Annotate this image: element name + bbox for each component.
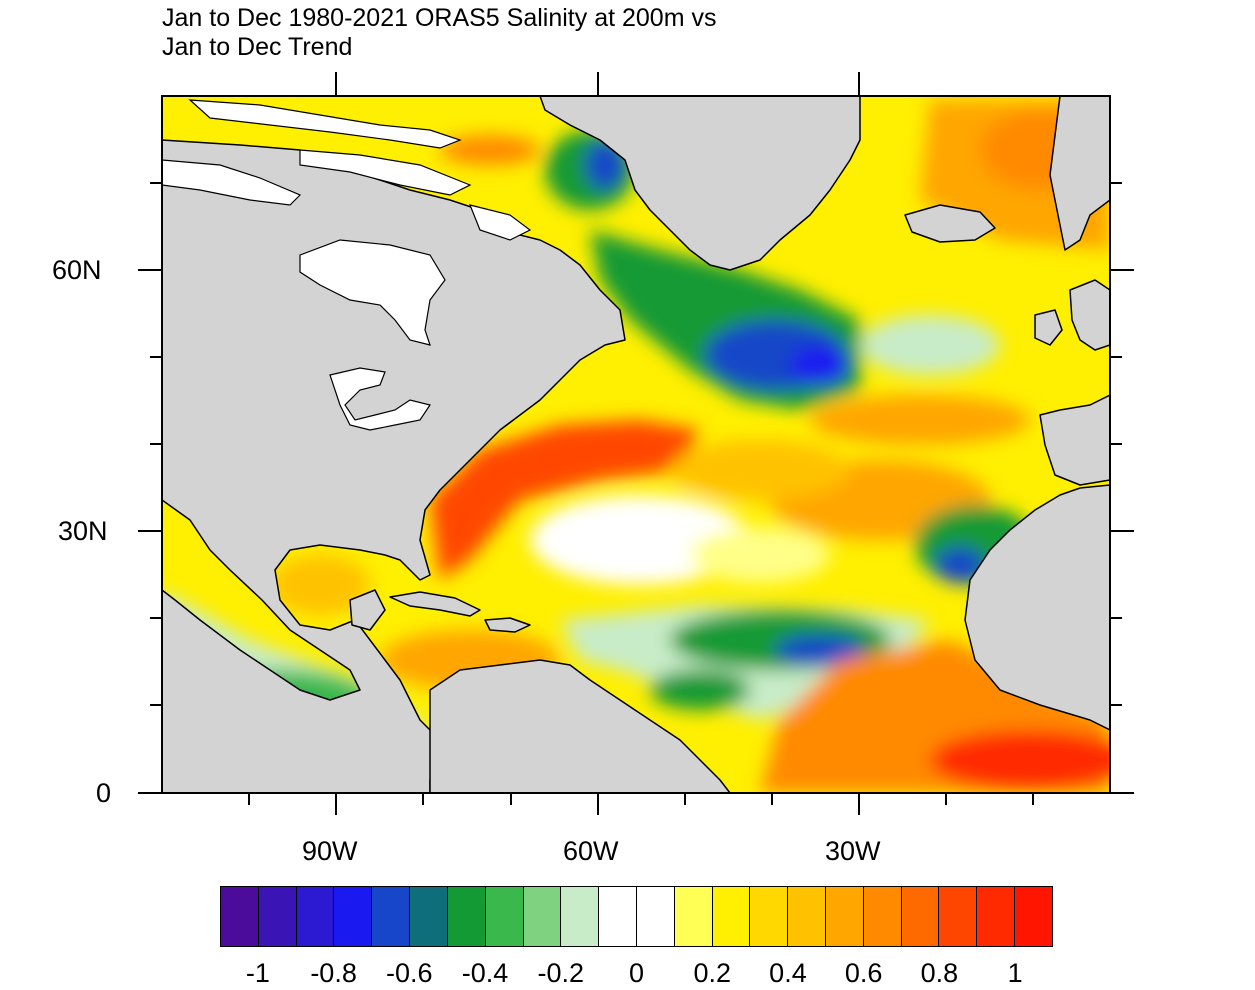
colorbar (220, 886, 1053, 947)
land-yucatan (349, 589, 386, 631)
title-line-2: Jan to Dec Trend (162, 33, 353, 61)
field-equatorial-red (930, 730, 1110, 790)
field-gyre-amber (670, 440, 850, 500)
field-tropical-green-2 (650, 670, 750, 710)
colorbar-label: -0.8 (310, 958, 357, 988)
lat-label-60n: 60N (52, 255, 102, 285)
colorbar-box (712, 887, 751, 946)
colorbar-label: -0.4 (461, 958, 509, 988)
field-north-orange (810, 395, 1030, 445)
foxe-basin (469, 204, 532, 241)
great-lakes (329, 367, 431, 431)
colorbar-box (485, 887, 524, 946)
land-europe (1039, 359, 1110, 486)
field-gulf-of-mexico (270, 555, 370, 615)
chart-title: Jan to Dec 1980-2021 ORAS5 Salinity at 2… (162, 4, 716, 62)
colorbar-box (939, 887, 978, 946)
colorbar-box (863, 887, 902, 946)
land-hispaniola (484, 617, 531, 633)
field-gyre-pale (690, 527, 830, 583)
colorbar-box (410, 887, 448, 946)
colorbar-box (636, 887, 675, 946)
land-ireland (1034, 309, 1063, 346)
hudson-bay (299, 239, 446, 346)
colorbar-label: 1 (1007, 958, 1023, 988)
colorbar-label: -0.2 (537, 958, 585, 988)
tick-marks (138, 72, 1134, 815)
land-south-america (429, 659, 731, 793)
colorbar-box (1015, 887, 1052, 946)
arctic-channel-2 (299, 149, 472, 196)
field-arctic-orange (440, 135, 540, 165)
lat-label-0: 0 (96, 778, 112, 808)
land-africa (964, 484, 1110, 731)
colorbar-box (750, 887, 789, 946)
colorbar-label: -0.6 (386, 958, 433, 988)
lat-label-30n: 30N (58, 516, 108, 546)
colorbar-box (221, 887, 259, 946)
colorbar-box (826, 887, 864, 946)
plot-area (162, 96, 1110, 793)
colorbar-label: 0.8 (920, 958, 959, 988)
lon-label-60w: 60W (563, 836, 619, 866)
colorbar-label: 0.6 (844, 958, 883, 988)
inland-water (162, 99, 532, 431)
land-greenland (539, 96, 861, 271)
colorbar-box (334, 887, 373, 946)
land-cuba (389, 591, 481, 617)
colorbar-box (901, 887, 940, 946)
colorbar-label: 0.2 (693, 958, 731, 988)
colorbar-box (674, 887, 713, 946)
field-tropical-blue (775, 635, 865, 665)
colorbar-box (788, 887, 826, 946)
field-subpolar-light (860, 315, 1000, 375)
colorbar-label: 0.4 (769, 958, 807, 988)
field-canary-blue (935, 547, 985, 583)
land-north-america (162, 139, 626, 793)
field-gulfstream (430, 420, 700, 580)
colorbar-box (258, 887, 297, 946)
lon-label-90w: 90W (302, 836, 358, 866)
arctic-channel-3 (188, 99, 462, 149)
colorbar-label: -1 (245, 958, 270, 988)
land (162, 96, 1110, 793)
arctic-channel-1 (162, 159, 302, 206)
land-britain (1069, 279, 1110, 351)
colorbar-box (372, 887, 411, 946)
colorbar-box (523, 887, 562, 946)
colorbar-box (447, 887, 486, 946)
land-iceland (904, 204, 996, 243)
lon-label-30w: 30W (825, 836, 881, 866)
colorbar-box (561, 887, 600, 946)
land-scandinavia (1049, 96, 1110, 251)
colorbar-box (296, 887, 335, 946)
title-line-1: Jan to Dec 1980-2021 ORAS5 Salinity at 2… (162, 4, 717, 32)
field-subpolar-core (790, 345, 850, 385)
colorbar-label: 0 (628, 958, 645, 988)
colorbar-box (977, 887, 1016, 946)
colorbar-box (599, 887, 637, 946)
